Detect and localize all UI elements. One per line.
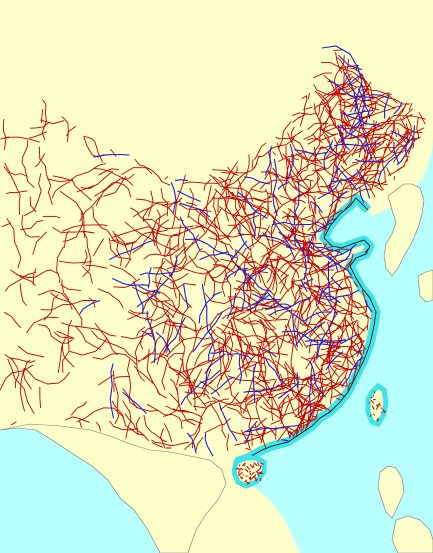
railway-lines bbox=[79, 45, 416, 457]
philippines-south bbox=[391, 515, 433, 553]
coastline bbox=[235, 197, 377, 463]
islands bbox=[231, 382, 389, 489]
sea-south bbox=[0, 428, 160, 553]
island-roads bbox=[235, 391, 387, 486]
korea-peninsula bbox=[383, 183, 425, 277]
japan-kyushu bbox=[417, 269, 433, 303]
philippines-luzon bbox=[377, 465, 405, 519]
coastal-shelf bbox=[234, 193, 381, 467]
railway-network bbox=[79, 45, 416, 457]
indochina bbox=[0, 423, 227, 553]
